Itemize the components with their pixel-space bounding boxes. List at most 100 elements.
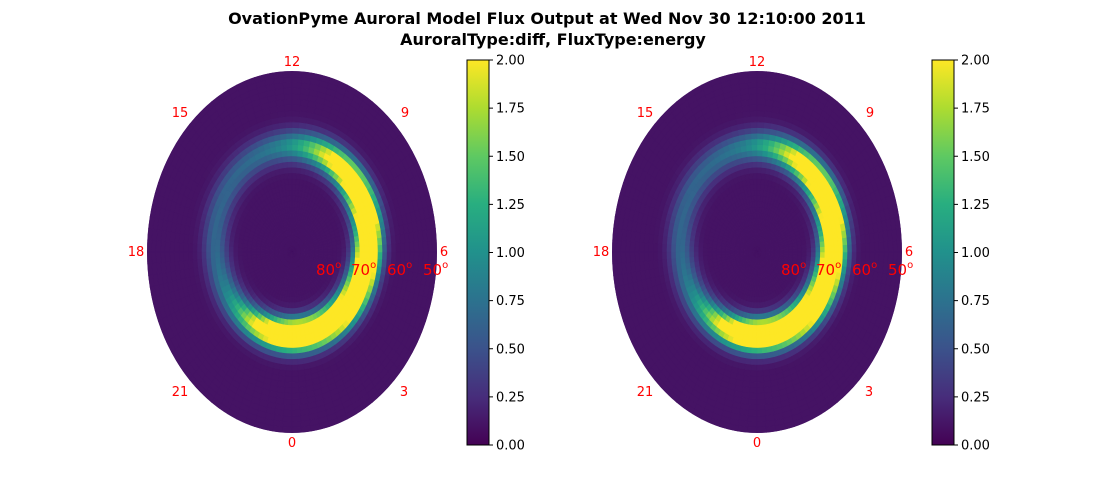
flux-cell <box>264 249 270 253</box>
flux-cell <box>241 247 248 253</box>
flux-cell <box>354 246 361 253</box>
flux-cell <box>670 244 676 253</box>
flux-cell <box>291 409 301 417</box>
flux-cell <box>395 251 402 262</box>
flux-cell <box>285 370 293 377</box>
flux-cell <box>285 358 293 366</box>
flux-cell <box>341 255 347 262</box>
flux-cell <box>819 251 826 258</box>
flux-cell <box>753 308 758 315</box>
flux-cell <box>241 243 248 249</box>
flux-cell <box>810 246 817 253</box>
flux-cell <box>751 336 758 343</box>
flux-cell <box>214 257 221 265</box>
flux-cell <box>282 426 293 433</box>
flux-cell <box>679 239 686 247</box>
mlt-label-21: 21 <box>172 385 189 400</box>
flux-cell <box>296 150 303 158</box>
flux-cell <box>214 245 220 253</box>
flux-cell <box>746 155 753 163</box>
flux-cell <box>284 381 293 389</box>
flux-cell <box>283 104 293 112</box>
flux-cell <box>751 353 758 360</box>
flux-cell <box>291 341 298 349</box>
flux-cell <box>350 246 356 253</box>
flux-cell <box>291 353 298 360</box>
flux-cell <box>214 239 221 247</box>
lat-label-50: 50o <box>423 260 448 279</box>
flux-cell <box>147 251 153 265</box>
flux-cell <box>693 251 699 258</box>
flux-cell <box>431 239 437 253</box>
flux-cell <box>283 318 289 326</box>
flux-cell <box>824 245 830 253</box>
flux-cell <box>281 346 288 354</box>
flux-cell <box>282 76 293 83</box>
flux-cell <box>706 243 713 249</box>
flux-cell <box>282 81 293 89</box>
flux-cell <box>287 319 293 326</box>
flux-cell <box>364 251 370 259</box>
flux-cell <box>762 358 770 366</box>
flux-cell <box>751 161 758 168</box>
flux-cell <box>205 244 211 253</box>
mlt-label-3: 3 <box>400 385 408 400</box>
flux-cell <box>751 347 758 355</box>
flux-cell <box>291 381 300 389</box>
lat-label-80: 80o <box>316 260 341 279</box>
flux-cell <box>382 251 388 261</box>
flux-cell <box>286 336 293 343</box>
flux-cell <box>282 71 293 78</box>
flux-cell <box>147 228 154 241</box>
flux-cell <box>155 251 162 264</box>
flux-cell <box>164 251 171 263</box>
flux-cell <box>291 415 302 423</box>
colorbar-tick-label: 2.00 <box>496 54 525 69</box>
flux-cell <box>219 257 225 265</box>
flux-cell <box>828 239 835 247</box>
flux-cell <box>756 257 758 264</box>
flux-cell <box>752 166 758 174</box>
flux-cell <box>192 251 198 261</box>
flux-cell <box>762 352 769 360</box>
colorbar-tick-label: 1.75 <box>496 102 525 117</box>
flux-cell <box>284 375 293 383</box>
flux-cell <box>364 245 370 253</box>
flux-cell <box>285 132 293 140</box>
flux-cell <box>801 251 808 257</box>
flux-cell <box>314 251 320 255</box>
flux-cell <box>751 149 758 157</box>
flux-cell <box>287 330 293 338</box>
flux-cell <box>280 144 287 152</box>
flux-cell <box>286 161 293 168</box>
flux-cell <box>756 195 761 202</box>
flux-cell <box>354 251 361 258</box>
flux-cell <box>754 279 758 287</box>
flux-cell <box>670 251 676 260</box>
flux-cell <box>283 404 293 411</box>
flux-cell <box>291 387 300 394</box>
flux-cell <box>182 251 189 262</box>
flux-cell <box>838 251 844 260</box>
flux-cell <box>756 161 763 168</box>
flux-cell <box>155 240 162 253</box>
flux-cell <box>201 244 207 253</box>
flux-cell <box>345 251 352 258</box>
flux-cell <box>373 251 379 260</box>
flux-cell <box>147 263 154 276</box>
flux-cell <box>169 251 175 263</box>
mlt-label-0: 0 <box>288 436 296 451</box>
flux-cell <box>237 242 243 249</box>
flux-cell <box>291 132 299 140</box>
flux-cell <box>232 251 239 258</box>
flux-heatmap-right <box>612 71 902 433</box>
flux-cell <box>756 166 762 174</box>
flux-cell <box>688 251 695 258</box>
flux-cell <box>829 245 835 253</box>
flux-cell <box>377 251 383 260</box>
mlt-label-18: 18 <box>128 245 145 260</box>
mlt-label-6: 6 <box>440 245 448 260</box>
flux-cell <box>296 161 302 169</box>
flux-cell <box>259 249 266 253</box>
flux-cell <box>288 308 293 315</box>
